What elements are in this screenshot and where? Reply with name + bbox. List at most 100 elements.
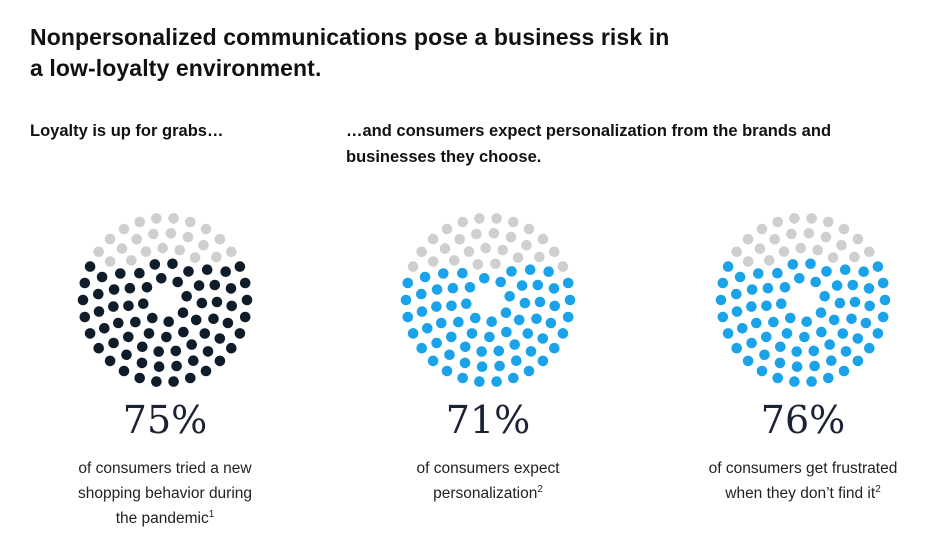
filled-dot <box>849 296 861 308</box>
filled-dot <box>134 372 145 384</box>
empty-dot <box>852 233 864 245</box>
filled-dot <box>402 311 414 323</box>
filled-dot <box>834 297 846 309</box>
filled-dot <box>226 300 237 312</box>
filled-dot <box>422 323 433 334</box>
filled-dot <box>416 342 427 354</box>
filled-dot <box>123 300 134 312</box>
stat-description-1-line-1: of consumers tried a new <box>78 460 252 477</box>
filled-dot <box>858 266 869 277</box>
filled-dot <box>161 331 172 343</box>
filled-dot <box>143 328 155 339</box>
filled-dot <box>877 277 889 289</box>
empty-dot <box>523 223 535 235</box>
filled-dot <box>470 312 481 324</box>
filled-dot <box>466 328 478 339</box>
empty-dot <box>803 228 815 239</box>
filled-dot <box>183 266 194 277</box>
dot-matrix-1 <box>77 213 253 387</box>
filled-dot <box>806 376 817 387</box>
filled-dot <box>188 355 199 366</box>
filled-dot <box>828 314 840 326</box>
filled-dot <box>407 328 419 339</box>
filled-dot <box>130 316 141 328</box>
filled-dot <box>446 300 457 312</box>
filled-dot <box>523 365 535 377</box>
filled-dot <box>742 355 754 367</box>
filled-dot <box>459 357 471 369</box>
filled-dot <box>400 294 412 306</box>
empty-dot <box>463 246 475 257</box>
empty-dot <box>754 243 766 254</box>
empty-dot <box>454 234 465 245</box>
empty-dot <box>134 216 145 228</box>
footnote-3: 2 <box>875 483 881 495</box>
filled-dot <box>781 328 793 339</box>
filled-dot <box>522 328 534 339</box>
filled-dot <box>123 331 134 343</box>
empty-dot <box>806 213 817 224</box>
filled-dot <box>493 345 505 357</box>
filled-dot <box>99 323 110 334</box>
empty-dot <box>795 242 806 254</box>
filled-dot <box>108 301 119 312</box>
dot-matrix-3 <box>715 213 891 387</box>
empty-dot <box>439 243 451 254</box>
filled-dot <box>509 339 520 350</box>
empty-dot <box>537 233 549 245</box>
filled-dot <box>136 357 148 369</box>
empty-dot <box>505 231 517 243</box>
filled-dot <box>141 282 153 293</box>
filled-dot <box>416 306 428 317</box>
filled-dot <box>821 266 832 277</box>
filled-dot <box>537 355 549 367</box>
filled-dot <box>537 333 549 344</box>
filled-dot <box>513 314 525 326</box>
filled-dot <box>791 361 803 372</box>
filled-dot <box>239 277 251 289</box>
empty-dot <box>480 242 491 254</box>
filled-dot <box>93 288 104 300</box>
filled-dot <box>751 317 762 329</box>
empty-dot <box>151 213 162 224</box>
filled-dot <box>200 365 212 377</box>
filled-dot <box>484 331 495 343</box>
subtitle-right-line-1: …and consumers expect personalization fr… <box>346 122 832 140</box>
empty-dot <box>189 252 201 263</box>
filled-dot <box>564 294 576 306</box>
subtitle-left: Loyalty is up for grabs… <box>30 122 224 140</box>
filled-dot <box>494 360 505 372</box>
filled-dot <box>121 349 132 361</box>
filled-dot <box>163 316 174 327</box>
filled-dot <box>775 341 786 353</box>
chart-title: Nonpersonalized communications pose a bu… <box>30 22 790 84</box>
stat-description-2-line-2: personalization <box>433 485 538 502</box>
filled-dot <box>185 372 196 384</box>
filled-dot <box>201 264 213 275</box>
empty-dot <box>449 255 460 266</box>
empty-dot <box>823 216 834 228</box>
empty-dot <box>140 246 152 257</box>
filled-dot <box>839 264 851 275</box>
stat-description-1-line-2: shopping behavior during <box>77 485 253 502</box>
filled-dot <box>816 326 827 338</box>
empty-dot <box>474 213 485 224</box>
filled-dot <box>808 345 820 357</box>
empty-dot <box>104 256 116 267</box>
filled-dot <box>402 277 414 289</box>
empty-dot <box>131 234 142 245</box>
filled-dot <box>753 268 764 279</box>
filled-dot <box>446 331 457 343</box>
filled-dot <box>104 355 116 367</box>
filled-dot <box>779 282 791 293</box>
title-line-1: Nonpersonalized communications pose a bu… <box>30 24 670 50</box>
empty-dot <box>118 223 130 235</box>
filled-dot <box>495 276 506 288</box>
filled-dot <box>823 372 834 384</box>
empty-dot <box>198 239 209 251</box>
filled-dot <box>202 346 214 357</box>
empty-dot <box>168 213 179 224</box>
filled-dot <box>151 376 162 387</box>
filled-dot <box>476 346 487 357</box>
filled-dot <box>787 259 799 270</box>
